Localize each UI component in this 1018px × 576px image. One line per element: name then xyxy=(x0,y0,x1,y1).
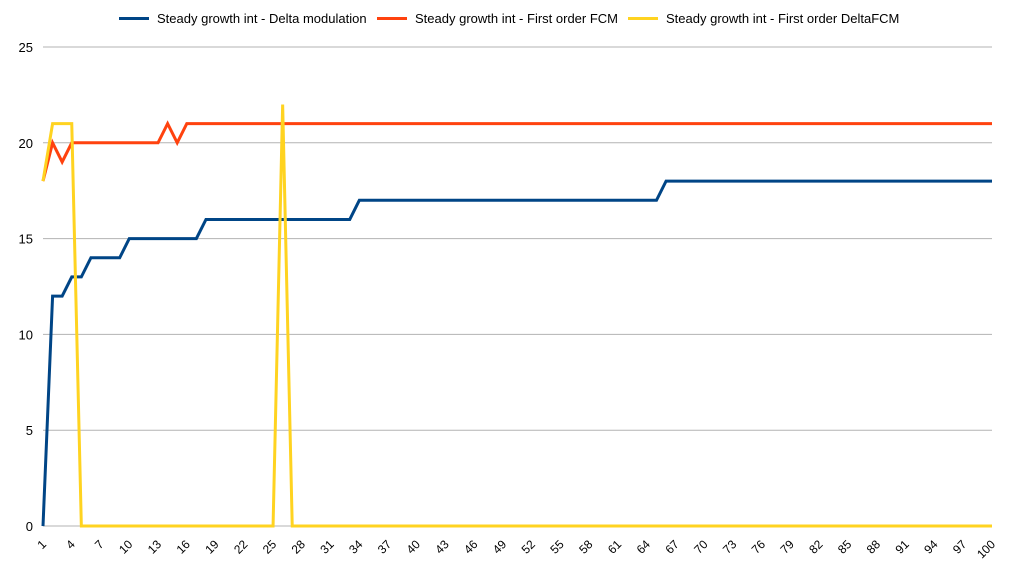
y-tick-label: 15 xyxy=(19,232,33,247)
x-tick-label: 1 xyxy=(34,537,49,552)
x-tick-label: 61 xyxy=(605,537,625,557)
legend-item-first-order-fcm: Steady growth int - First order FCM xyxy=(377,8,618,28)
legend-swatch-delta-modulation xyxy=(119,16,149,20)
x-tick-label: 40 xyxy=(404,537,424,557)
series-line-1 xyxy=(41,120,992,182)
x-tick-label: 55 xyxy=(547,537,567,557)
x-tick-label: 46 xyxy=(461,537,481,557)
legend-label-delta-modulation: Steady growth int - Delta modulation xyxy=(157,10,367,26)
x-tick-label: 22 xyxy=(231,537,251,557)
x-tick-label: 88 xyxy=(864,537,884,557)
x-tick-label: 10 xyxy=(116,537,136,557)
x-tick-label: 70 xyxy=(691,537,711,557)
y-tick-label: 5 xyxy=(26,423,33,438)
x-tick-label: 37 xyxy=(375,537,395,557)
x-tick-label: 16 xyxy=(174,537,194,557)
series-line-0 xyxy=(41,179,992,527)
x-tick-label: 73 xyxy=(720,537,740,557)
y-tick-label: 25 xyxy=(19,40,33,55)
x-tick-label: 100 xyxy=(974,537,998,561)
x-tick-label: 28 xyxy=(289,537,309,557)
x-tick-label: 91 xyxy=(893,537,913,557)
x-axis-ticks: 1 4 7 10 13 16 19 22 25 28 31 34 37 40 43 46 49 52 55 58 61 6… xyxy=(34,537,998,561)
x-tick-label: 58 xyxy=(576,537,596,557)
x-tick-label: 25 xyxy=(260,537,280,557)
x-tick-label: 67 xyxy=(662,537,682,557)
x-tick-label: 94 xyxy=(921,537,941,557)
gridlines xyxy=(43,46,992,527)
legend-swatch-first-order-fcm xyxy=(377,16,407,20)
x-tick-label: 49 xyxy=(490,537,510,557)
x-tick-label: 4 xyxy=(63,537,78,552)
series-lines xyxy=(41,104,992,528)
legend-swatch-first-order-deltafcm xyxy=(628,16,658,20)
x-tick-label: 19 xyxy=(202,537,222,557)
legend-item-delta-modulation: Steady growth int - Delta modulation xyxy=(119,8,367,28)
y-tick-label: 20 xyxy=(19,136,33,151)
legend-label-first-order-deltafcm: Steady growth int - First order DeltaFCM xyxy=(666,10,900,26)
y-tick-label: 10 xyxy=(19,327,33,342)
y-tick-label: 0 xyxy=(26,519,33,534)
x-tick-label: 82 xyxy=(806,537,826,557)
x-tick-label: 79 xyxy=(777,537,797,557)
y-axis-ticks: 0 5 10 15 20 25 xyxy=(19,40,33,534)
x-tick-label: 52 xyxy=(519,537,539,557)
x-tick-label: 76 xyxy=(749,537,769,557)
legend-item-first-order-deltafcm: Steady growth int - First order DeltaFCM xyxy=(628,8,899,28)
series-line-2 xyxy=(41,104,992,528)
legend-label-first-order-fcm: Steady growth int - First order FCM xyxy=(415,10,618,26)
x-tick-label: 97 xyxy=(950,537,970,557)
x-tick-label: 7 xyxy=(92,537,107,552)
x-tick-label: 85 xyxy=(835,537,855,557)
legend: Steady growth int - Delta modulation Ste… xyxy=(0,8,1018,28)
x-tick-label: 34 xyxy=(346,537,366,557)
x-tick-label: 31 xyxy=(317,537,337,557)
x-tick-label: 13 xyxy=(145,537,165,557)
x-tick-label: 43 xyxy=(432,537,452,557)
x-tick-label: 64 xyxy=(634,537,654,557)
